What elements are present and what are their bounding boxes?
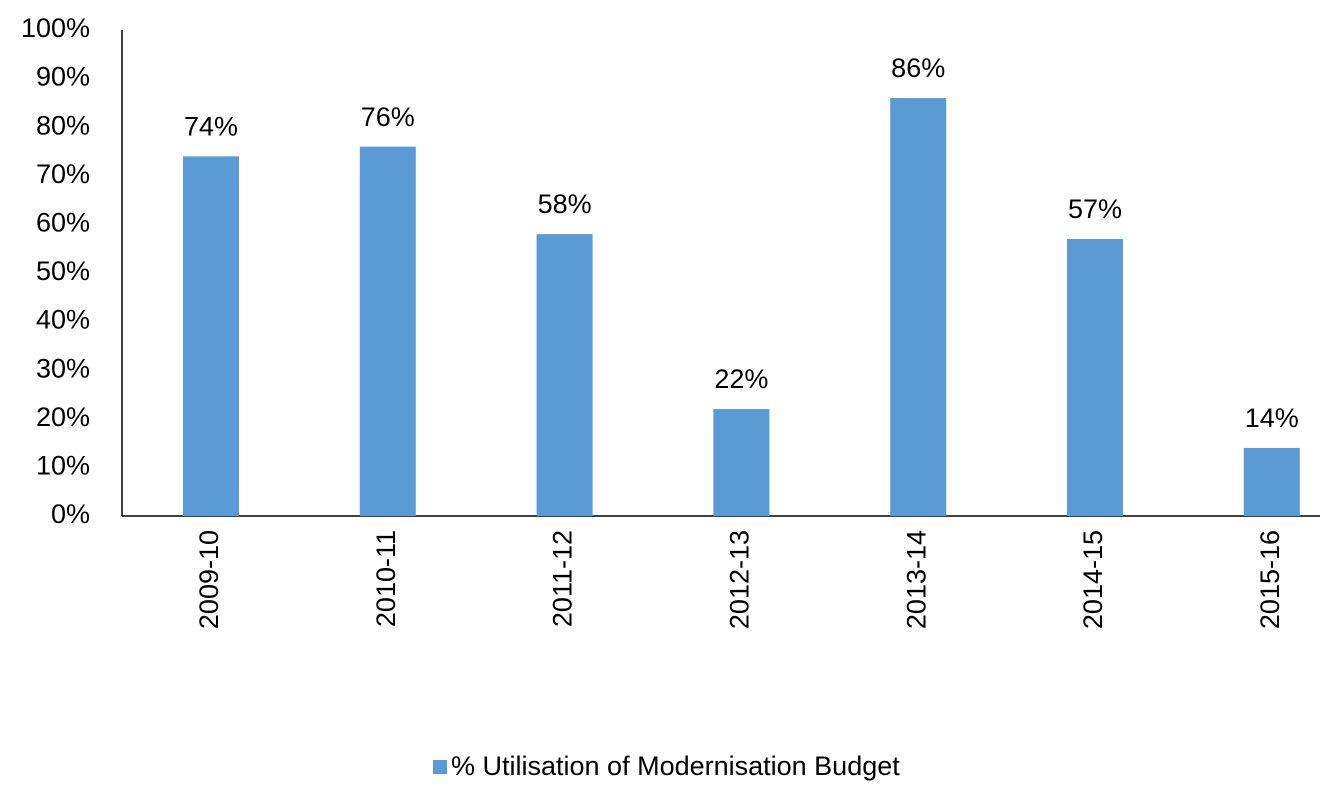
x-tick-label: 2015-16: [1255, 530, 1285, 629]
bar: [713, 409, 770, 516]
y-tick-label: 90%: [36, 62, 90, 92]
y-tick-label: 100%: [21, 13, 90, 43]
y-tick-label: 50%: [36, 256, 90, 286]
y-tick-label: 30%: [36, 353, 90, 383]
x-tick-label: 2011-12: [548, 530, 578, 627]
data-label: 57%: [1068, 194, 1122, 224]
data-label: 74%: [184, 111, 238, 141]
bar: [1243, 447, 1300, 516]
bar: [359, 146, 416, 516]
data-label: 86%: [891, 53, 945, 83]
y-tick-label: 60%: [36, 208, 90, 238]
y-tick-label: 20%: [36, 402, 90, 432]
legend-swatch: [433, 760, 447, 774]
data-label: 22%: [714, 364, 768, 394]
x-tick-label: 2014-15: [1078, 530, 1108, 629]
x-tick-label: 2009-10: [194, 530, 224, 629]
x-tick-label: 2013-14: [901, 530, 931, 629]
y-tick-label: 10%: [36, 451, 90, 481]
y-tick-label: 0%: [51, 499, 90, 529]
bar: [183, 156, 239, 517]
y-tick-label: 80%: [36, 110, 90, 140]
legend-label: % Utilisation of Modernisation Budget: [451, 751, 900, 781]
x-tick-label: 2012-13: [725, 530, 755, 629]
bar: [1067, 238, 1123, 517]
y-tick-label: 40%: [36, 305, 90, 335]
data-label: 76%: [361, 102, 415, 132]
y-tick-label: 70%: [36, 159, 90, 189]
bar: [890, 98, 947, 516]
x-tick-label: 2010-11: [371, 530, 401, 627]
data-label: 14%: [1245, 403, 1299, 433]
data-label: 58%: [538, 189, 592, 219]
bar: [536, 234, 593, 516]
